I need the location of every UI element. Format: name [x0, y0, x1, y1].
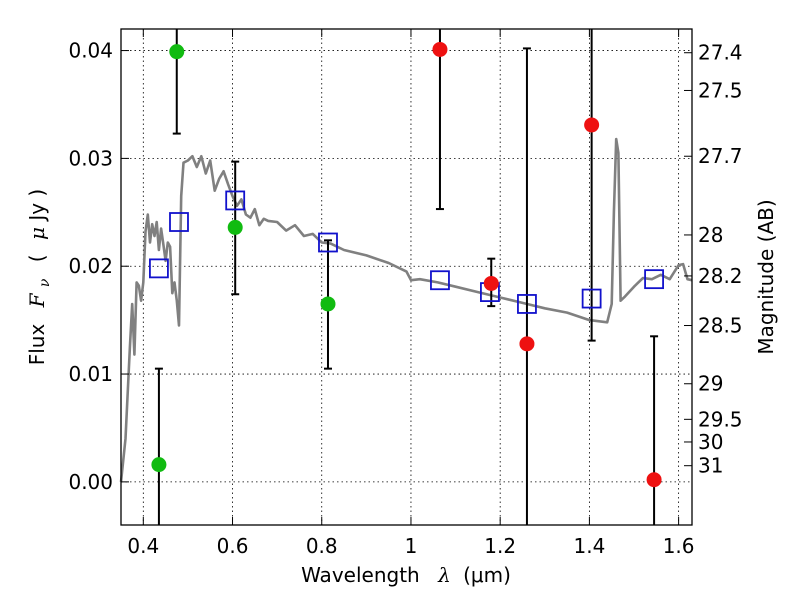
y-axis-title-unit: Jy ) — [25, 189, 49, 223]
red-data-point — [483, 275, 499, 291]
x-tick-label: 1.6 — [663, 534, 695, 558]
axis-ticks — [121, 29, 692, 525]
y-tick-label: 0.01 — [68, 362, 113, 386]
grid — [121, 29, 692, 525]
blue-square-marker — [318, 232, 338, 253]
green-data-point — [151, 457, 167, 473]
blue-square-marker — [581, 288, 602, 309]
x-tick-label: 1.2 — [484, 534, 516, 558]
y-tick-label: 0.03 — [68, 146, 113, 170]
blue-square-marker — [225, 190, 246, 211]
marker-layer — [149, 41, 664, 488]
y-axis-title-mu: μ — [25, 227, 49, 240]
blue-square-marker — [517, 294, 537, 314]
model-spectrum-line — [119, 137, 693, 483]
plot-area — [121, 29, 692, 525]
mag-tick-label: 27.4 — [698, 41, 743, 65]
y-tick-label: 0.02 — [68, 254, 113, 278]
blue-square-marker — [169, 212, 189, 232]
x-tick-label: 0.4 — [127, 534, 159, 558]
y-axis-title-paren: ( — [25, 254, 49, 262]
mag-tick-label: 28.2 — [698, 264, 743, 288]
x-tick-label: 0.8 — [306, 534, 338, 558]
green-data-point — [320, 296, 336, 312]
mag-tick-label: 29.5 — [698, 407, 743, 431]
y-tick-labels: 0.00 0.01 0.02 0.03 0.04 — [68, 39, 113, 494]
mag-tick-label: 27.5 — [698, 78, 743, 102]
blue-square-marker — [149, 258, 169, 279]
blue-square-marker — [430, 270, 450, 291]
green-data-point — [169, 44, 185, 60]
red-data-point — [432, 41, 448, 57]
x-axis-title-unit: (μm) — [463, 563, 511, 587]
y-tick-label: 0.04 — [68, 39, 113, 63]
x-tick-label: 1 — [405, 534, 418, 558]
y-axis-title-symbol: F — [25, 292, 49, 308]
y-tick-label: 0.00 — [68, 470, 113, 494]
red-data-point — [519, 336, 535, 352]
y-axis-title: Flux F ν ( μ Jy ) — [25, 189, 54, 366]
mag-tick-label: 27.7 — [698, 144, 743, 168]
plot-frame — [120, 28, 693, 526]
mag-tick-label: 28.5 — [698, 314, 743, 338]
x-tick-label: 1.4 — [573, 534, 605, 558]
red-data-point — [646, 472, 662, 488]
red-data-point — [584, 117, 600, 133]
x-axis-title: Wavelength λ (μm) — [301, 563, 511, 587]
model-spectrum-layer — [119, 137, 693, 483]
x-axis-title-text: Wavelength — [301, 563, 420, 587]
blue-square-marker — [644, 269, 664, 290]
green-data-point — [227, 219, 243, 235]
x-tick-labels: 0.4 0.6 0.8 1 1.2 1.4 1.6 — [127, 534, 694, 558]
y2-axis-title: Magnitude (AB) — [754, 199, 778, 354]
mag-tick-label: 30 — [698, 430, 723, 454]
x-tick-label: 0.6 — [217, 534, 249, 558]
mag-tick-label: 31 — [698, 454, 723, 478]
y-axis-title-text: Flux — [25, 324, 49, 366]
mag-tick-label: 28 — [698, 223, 723, 247]
x-axis-title-symbol: λ — [437, 563, 451, 587]
y-axis-title-subscript: ν — [37, 278, 53, 287]
mag-tick-label: 29 — [698, 372, 723, 396]
